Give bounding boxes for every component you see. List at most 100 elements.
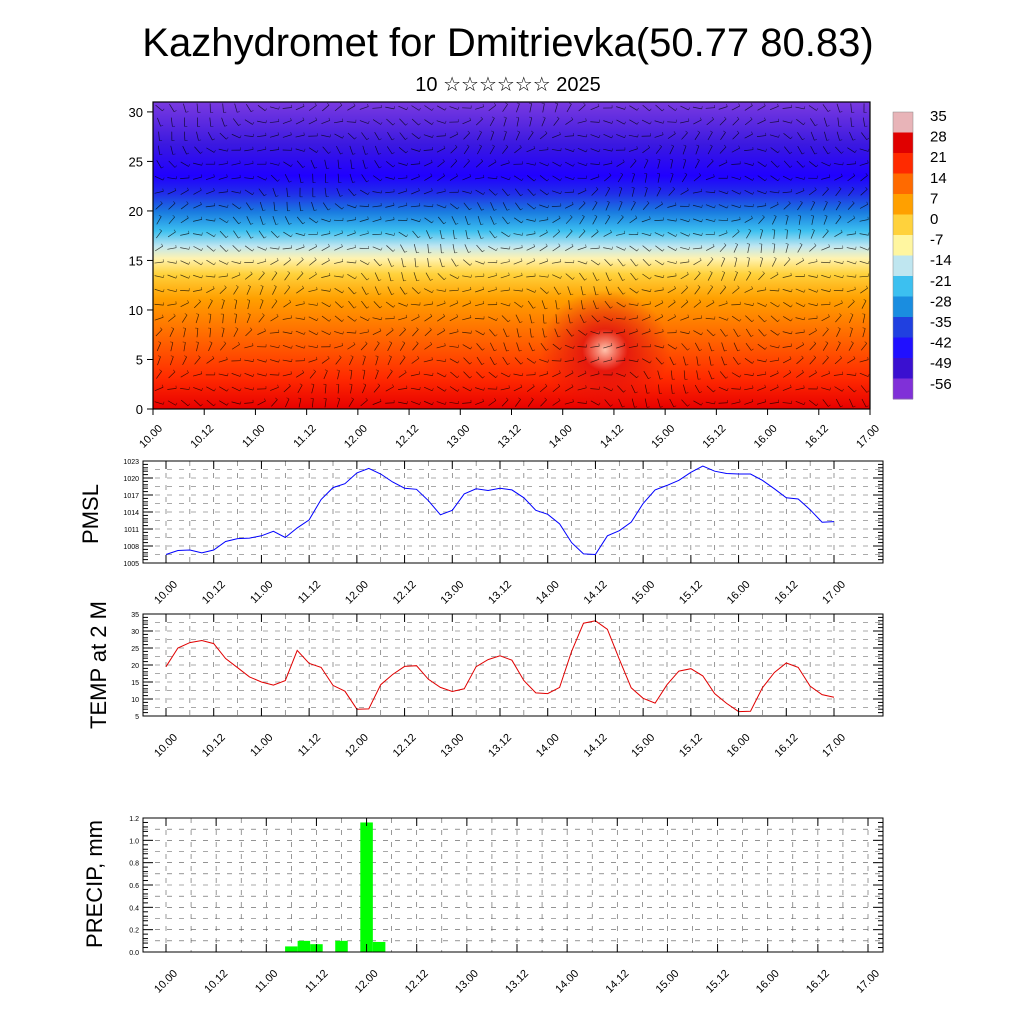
wind-barb	[321, 233, 331, 236]
wind-barb-flag	[432, 134, 434, 138]
wind-barb-flag	[431, 220, 434, 224]
wind-barb	[593, 286, 597, 296]
wind-barb	[373, 175, 381, 182]
wind-barb	[513, 386, 523, 392]
wind-barb	[155, 329, 163, 337]
wind-barb-flag	[748, 271, 752, 273]
wind-barb	[410, 148, 420, 152]
wind-barb-flag	[506, 208, 510, 211]
wind-barb	[859, 203, 869, 209]
wind-barb-flag	[623, 390, 626, 393]
wind-barb	[590, 388, 600, 390]
wind-barb-flag	[650, 288, 652, 292]
wind-barb-flag	[545, 243, 548, 247]
wind-barb-flag	[802, 138, 805, 141]
wind-barb-flag	[634, 406, 638, 408]
wind-barb	[770, 315, 778, 322]
wind-barb-flag	[623, 329, 626, 332]
wind-barb	[669, 356, 674, 366]
wind-barb-flag	[162, 108, 165, 112]
wind-barb	[436, 105, 446, 111]
wind-barb-flag	[648, 377, 651, 380]
wind-barb	[745, 315, 753, 323]
wind-barb	[849, 328, 853, 338]
wind-barb-flag	[533, 206, 537, 210]
wind-barb-flag	[479, 144, 482, 147]
wind-barb-flag	[444, 300, 446, 304]
wind-barb	[628, 134, 638, 138]
wind-barb-flag	[862, 327, 866, 329]
wind-barb	[526, 219, 536, 222]
wind-barb	[245, 202, 252, 211]
wind-barb	[719, 146, 727, 154]
wind-barb	[244, 402, 254, 404]
wind-barb	[401, 258, 404, 268]
wind-barb	[693, 218, 702, 223]
wind-barb-flag	[816, 164, 819, 168]
wind-barb-flag	[698, 271, 701, 274]
colorbar-label: -21	[930, 273, 952, 290]
wind-barb	[180, 203, 189, 210]
wind-barb	[475, 118, 483, 126]
wind-barb	[552, 400, 561, 406]
wind-barb-flag	[789, 370, 792, 373]
wind-barb	[731, 204, 741, 209]
wind-barb	[539, 149, 549, 151]
wind-barb	[617, 174, 624, 183]
wind-barb-flag	[162, 177, 165, 181]
colorbar-label: 28	[930, 129, 947, 146]
wind-barb	[231, 373, 241, 377]
wind-barb	[694, 132, 701, 141]
wind-barb	[694, 384, 700, 394]
wind-barb-flag	[621, 214, 624, 218]
wind-barb	[846, 289, 856, 293]
x-tick-label: 14.00	[534, 579, 562, 607]
wind-barb-flag	[276, 257, 279, 261]
wind-barb	[706, 302, 715, 308]
wind-barb	[681, 343, 688, 351]
wind-barb-flag	[546, 348, 549, 351]
wind-barb	[209, 328, 212, 338]
wind-barb-flag	[187, 403, 191, 407]
wind-barb-flag	[699, 391, 703, 394]
wind-barb-flag	[417, 314, 420, 317]
wind-barb	[708, 356, 712, 366]
wind-barb	[795, 288, 805, 293]
wind-barb	[500, 372, 510, 378]
wind-barb	[834, 357, 842, 365]
wind-barb	[744, 205, 754, 208]
wind-barb	[631, 384, 636, 394]
wind-barb-flag	[239, 401, 242, 405]
wind-barb-flag	[637, 134, 639, 138]
wind-barb	[308, 345, 318, 349]
wind-barb-flag	[212, 355, 215, 359]
wind-barb-flag	[611, 120, 614, 124]
wind-barb-flag	[324, 369, 328, 372]
wind-barb	[759, 230, 764, 239]
wind-barb	[413, 272, 418, 281]
wind-barb	[374, 286, 380, 295]
wind-barb-flag	[570, 229, 573, 232]
wind-barb	[489, 356, 495, 365]
wind-barb-flag	[353, 103, 356, 106]
wind-barb-flag	[362, 355, 366, 357]
y-tick-label: 0.4	[129, 905, 139, 912]
wind-barb	[489, 117, 495, 127]
wind-barb-flag	[277, 179, 280, 182]
wind-barb-flag	[444, 374, 447, 378]
wind-barb-flag	[585, 149, 588, 153]
wind-barb-flag	[237, 341, 240, 345]
wind-barb	[565, 372, 574, 378]
wind-barb	[592, 272, 598, 281]
x-tick-label: 10.12	[200, 732, 228, 760]
wind-barb	[745, 342, 752, 351]
wind-barb-flag	[790, 177, 793, 181]
wind-barb	[617, 258, 624, 267]
wind-barb	[208, 342, 213, 352]
wind-barb	[568, 300, 570, 310]
wind-barb	[657, 159, 661, 169]
wind-barb	[564, 204, 574, 209]
wind-barb	[385, 386, 394, 392]
wind-barb-flag	[252, 387, 255, 391]
wind-barb	[475, 401, 484, 405]
